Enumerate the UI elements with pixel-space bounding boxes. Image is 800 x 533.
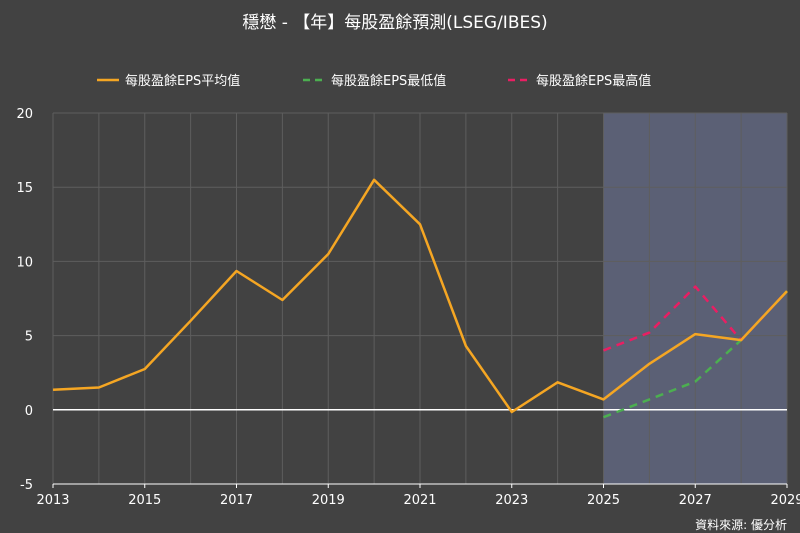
legend-label-0: 每股盈餘EPS平均值 [125, 73, 240, 89]
y-tick-label: 0 [25, 404, 33, 419]
y-tick-label: -5 [20, 478, 33, 493]
x-tick-label: 2017 [220, 493, 253, 508]
x-tick-label: 2029 [770, 493, 800, 508]
x-tick-label: 2019 [312, 493, 345, 508]
x-tick-label: 2021 [403, 493, 436, 508]
series-line-2 [603, 285, 788, 352]
y-tick-label: 10 [16, 255, 33, 270]
y-tick-label: 5 [25, 330, 33, 345]
legend-label-1: 每股盈餘EPS最低值 [331, 73, 446, 89]
legend-label-2: 每股盈餘EPS最高值 [536, 73, 651, 89]
x-tick-label: 2015 [128, 493, 161, 508]
y-tick-label: 20 [16, 107, 33, 122]
grid-lines [52, 112, 788, 485]
source-note: 資料來源: 優分析 [695, 518, 787, 532]
y-tick-label: 15 [16, 181, 33, 196]
series-line-0 [52, 178, 788, 414]
x-tick-label: 2023 [495, 493, 528, 508]
x-tick-label: 2025 [587, 493, 620, 508]
chart-title: 穩懋 - 【年】每股盈餘預測(LSEG/IBES) [242, 13, 547, 33]
x-tick-label: 2013 [36, 493, 69, 508]
series-lines [52, 178, 788, 419]
chart-legend: 每股盈餘EPS平均值 每股盈餘EPS最低值 每股盈餘EPS最高值 [97, 73, 651, 89]
x-tick-label: 2027 [679, 493, 712, 508]
